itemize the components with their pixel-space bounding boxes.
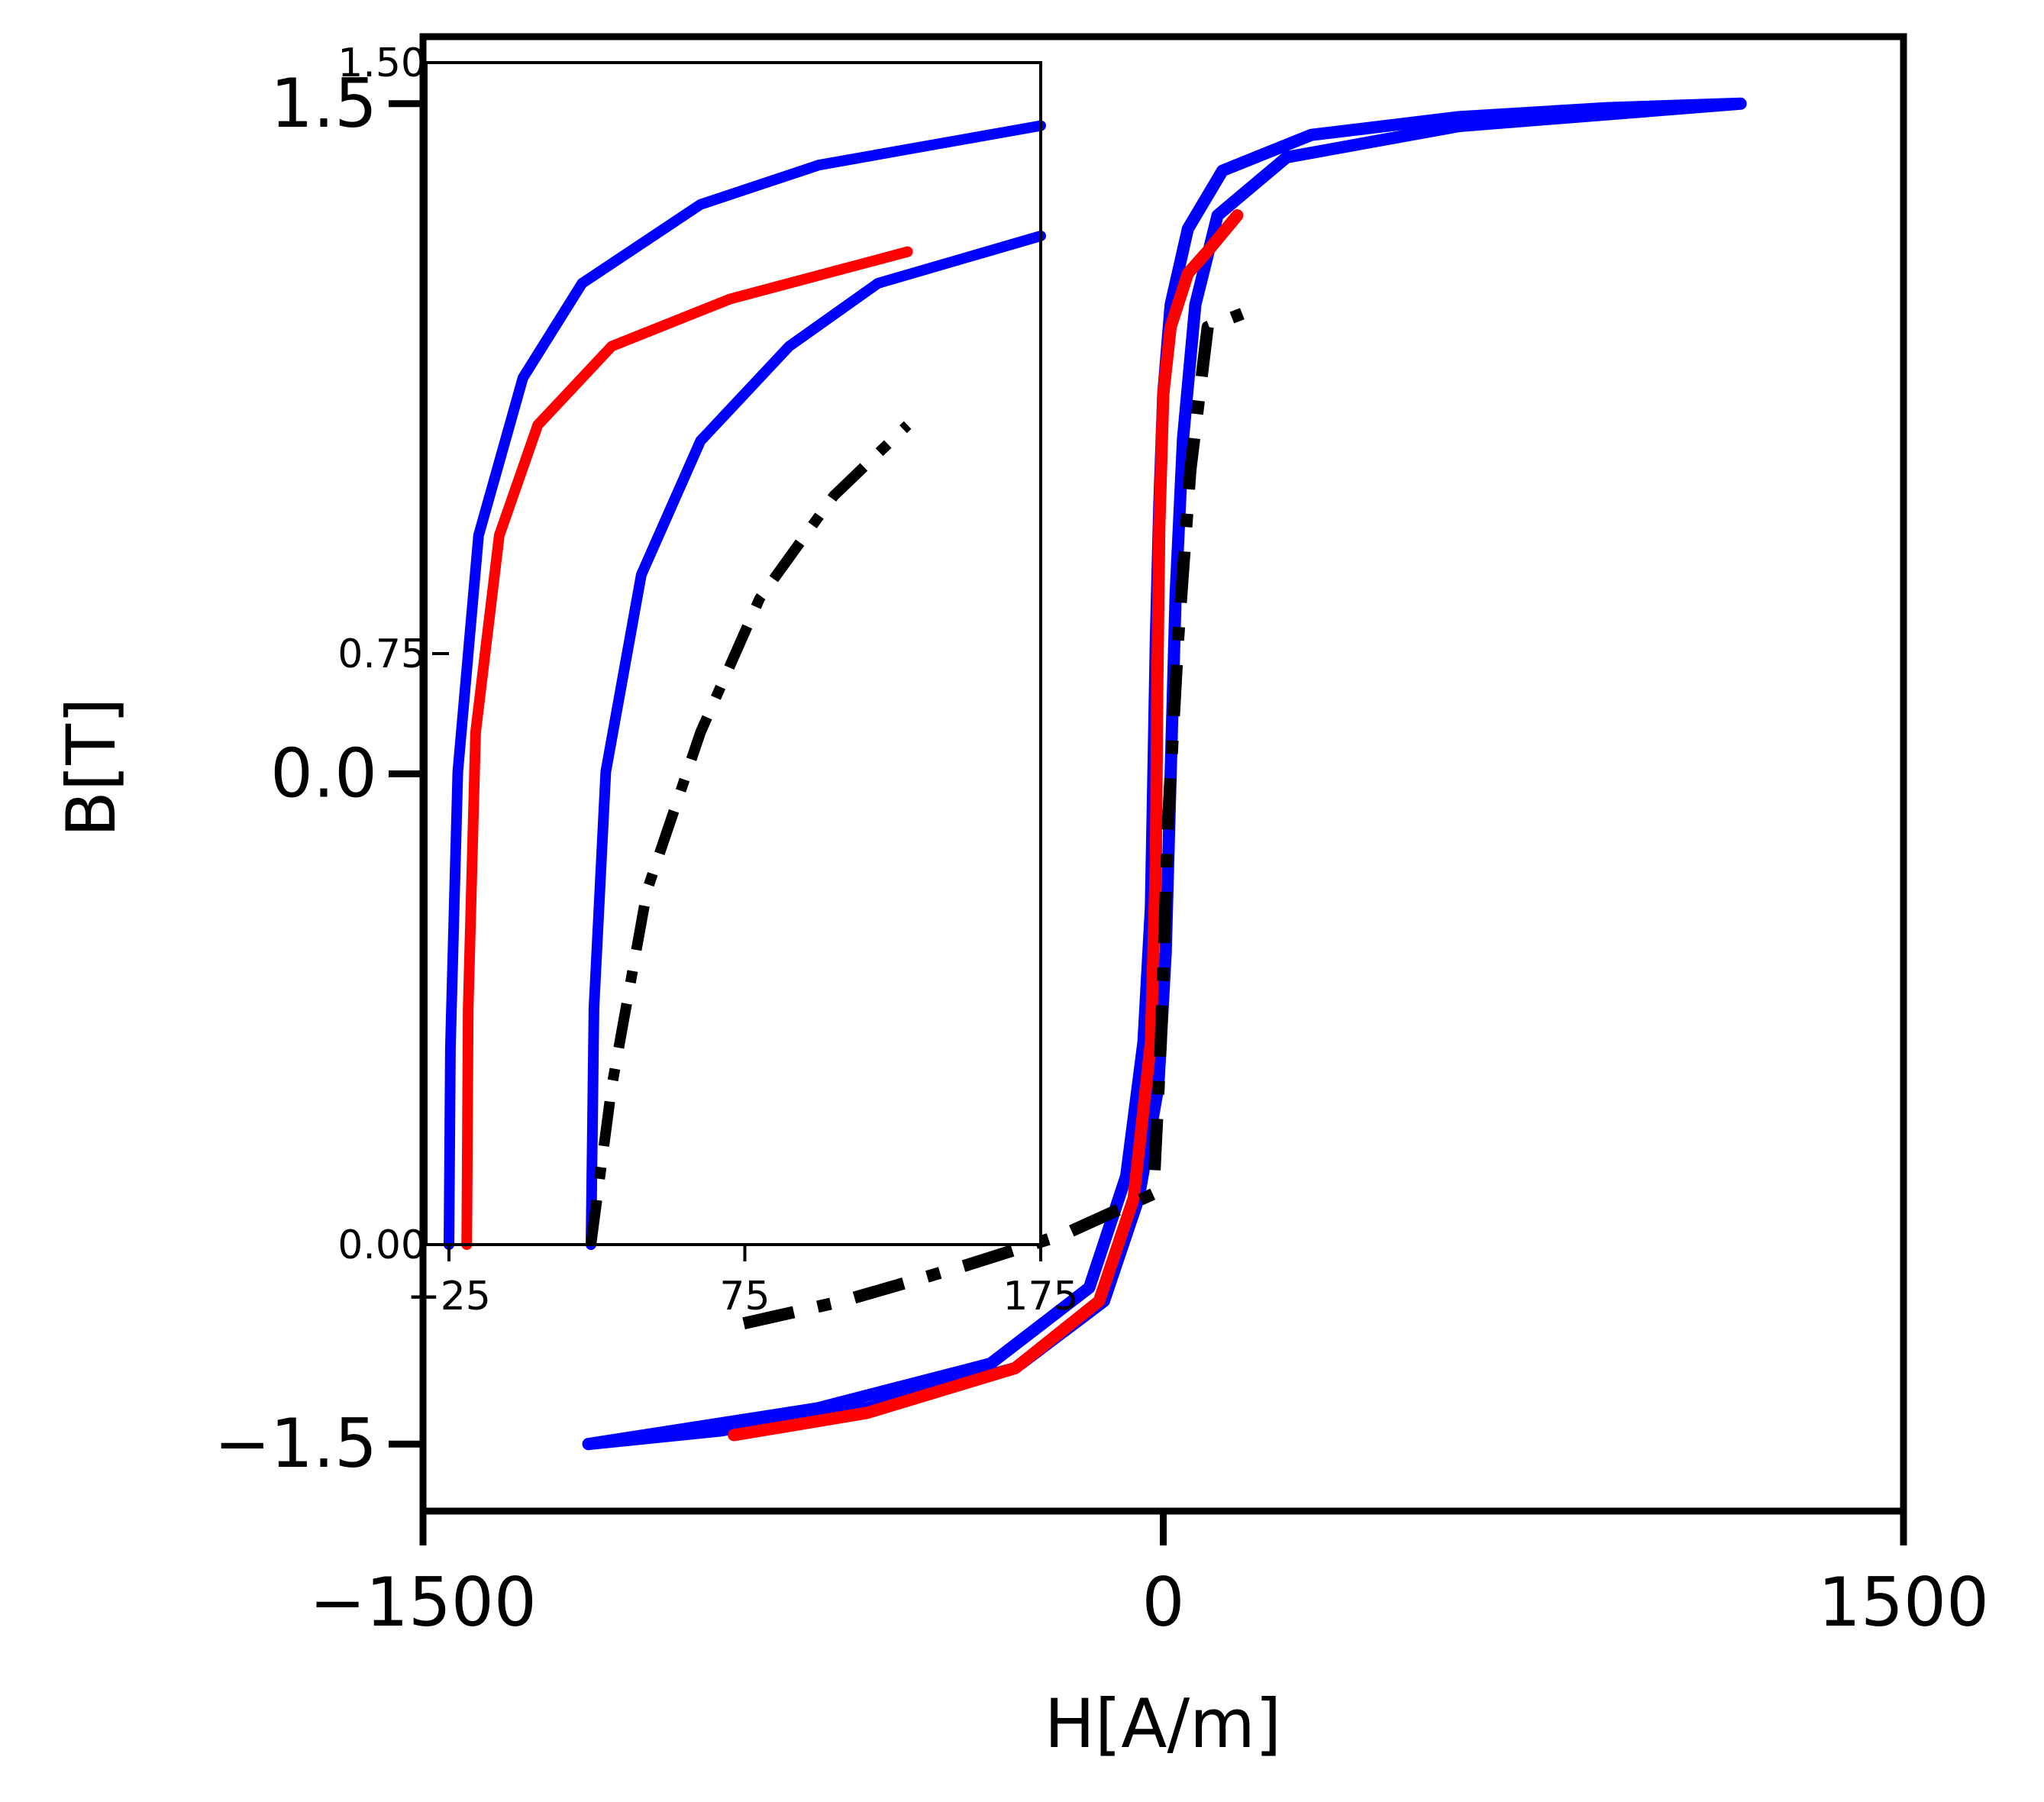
inset-y-tick-label: 0.00: [337, 1222, 426, 1268]
inset-series-line-4: [586, 421, 912, 1245]
main-y-axis: −1.5 0.0 1.5: [214, 64, 423, 1483]
main-x-tick-label: 1500: [1818, 1563, 1989, 1642]
inset-y-axis: 0.00 0.75 1.50: [337, 40, 449, 1268]
main-y-tick-label: −1.5: [214, 1404, 377, 1483]
main-series-line-3: [742, 308, 1245, 1330]
main-y-tick-label: 1.5: [270, 64, 377, 143]
inset-series-line-3: [461, 246, 913, 1250]
inset-x-axis: −25 75 175: [407, 1245, 1079, 1319]
inset-plot-frame: [425, 61, 1042, 1246]
main-x-axis-label: H[A/m]: [1045, 1684, 1281, 1763]
main-x-tick-label: 0: [1142, 1563, 1185, 1642]
main-x-axis: −1500 0 1500: [309, 1511, 1989, 1642]
inset-y-tick-label: 0.75: [337, 631, 426, 677]
inset-series-group: [444, 120, 1046, 1250]
inset-y-tick-label: 1.50: [337, 40, 426, 86]
main-series-group: [582, 97, 1747, 1451]
inset-series-line-1: [444, 120, 1046, 1250]
main-plot: −1500 0 1500 −1.5 0.0 1.5 H[A/m] B[T]: [52, 33, 1989, 1763]
inset-plot: −25 75 175 0.00 0.75 1.50: [337, 40, 1078, 1319]
main-x-tick-label: −1500: [309, 1563, 537, 1642]
main-series-line-1: [582, 97, 1747, 1451]
inset-x-tick-label: −25: [407, 1274, 491, 1319]
inset-x-tick-label: 75: [719, 1274, 770, 1319]
inset-x-tick-label: 175: [1003, 1274, 1078, 1319]
main-y-axis-label: B[T]: [52, 698, 131, 838]
inset-series-line-2: [586, 231, 1046, 1250]
main-y-tick-label: 0.0: [270, 735, 377, 813]
main-series-line-2: [728, 209, 1244, 1442]
